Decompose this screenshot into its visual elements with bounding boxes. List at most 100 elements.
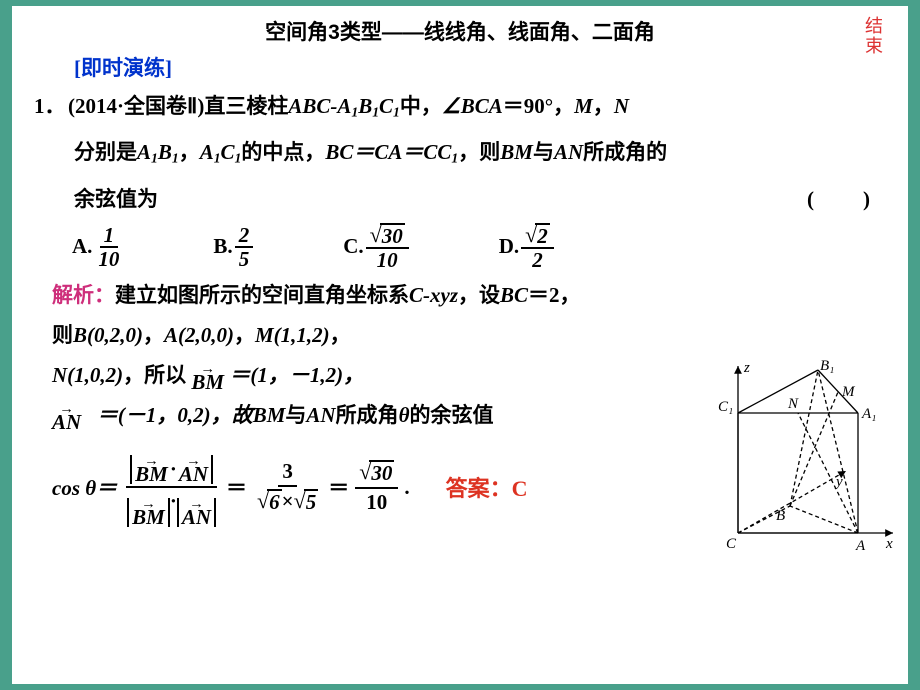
r6: 6: [267, 489, 282, 514]
q-eq: BC＝CA＝CC1: [325, 140, 458, 164]
q-line2: 分别是A1B1，A1C1的中点，BC＝CA＝CC1，则BM与AN所成角的: [34, 132, 884, 178]
opt-d-den: 2: [528, 249, 547, 271]
opt-a-frac: 1 10: [94, 224, 123, 270]
question-text: 1．(2014·全国卷Ⅱ)直三棱柱ABC-A1B1C1中，∠BCA＝90°，M，…: [34, 86, 884, 219]
option-c[interactable]: C. √30 10: [343, 223, 409, 271]
q-prism: ABC-A1B1C1: [288, 94, 400, 118]
q-l2d: 与: [533, 140, 554, 164]
answer-paren: ( ): [807, 179, 884, 219]
q-source: (2014·全国卷Ⅱ): [68, 94, 204, 118]
opt-b-num: 2: [235, 224, 254, 248]
sso: ，所以: [123, 363, 186, 387]
s1c: ，: [560, 283, 581, 307]
option-b[interactable]: B. 2 5: [213, 224, 253, 270]
s-bc2: BC: [500, 283, 528, 307]
sand: 与: [285, 403, 306, 427]
opt-b-den: 5: [235, 248, 254, 270]
coseq-period: .: [404, 475, 409, 500]
end-link[interactable]: 结 束: [862, 16, 886, 56]
slide-page: 空间角3类型——线线角、线面角、二面角 结 束 [即时演练] 1．(2014·全…: [12, 6, 908, 684]
opt-a-den: 10: [94, 248, 123, 270]
q-l2e: 所成角的: [583, 140, 667, 164]
vec-an: →AN: [52, 403, 81, 432]
opt-c-num: √30: [366, 223, 409, 249]
y-axis: [738, 471, 846, 533]
stheta: θ: [399, 403, 410, 427]
edge-c1b1: [738, 370, 818, 413]
lbl-m: M: [841, 384, 856, 400]
coseq-f3-den: 10: [362, 489, 391, 516]
s1a: 建立如图所示的空间直角坐标系: [115, 283, 409, 307]
opt-a-num: 1: [100, 224, 119, 248]
q-l2b: 的中点，: [241, 140, 325, 164]
header: 空间角3类型——线线角、线面角、二面角 结 束: [30, 16, 890, 46]
opt-d-label: D.: [499, 234, 519, 259]
q-n: N: [614, 94, 629, 118]
lbl-y: y: [834, 474, 843, 490]
coseq-f2-num: 3: [278, 458, 297, 487]
option-a[interactable]: A. 1 10: [72, 224, 123, 270]
opt-d-frac: √2 2: [521, 223, 554, 271]
q-sc: ，: [179, 140, 200, 164]
end-link-char1: 结: [865, 16, 883, 36]
lbl-b1: B₁: [820, 358, 834, 374]
q-an: AN: [554, 140, 583, 164]
r30: 30: [369, 460, 394, 485]
dot1: ·: [170, 458, 177, 481]
seq2: ＝(－1，0,2)，故: [97, 403, 253, 427]
vec-bm-l: BM: [191, 373, 224, 392]
sB: B(0,2,0): [73, 323, 143, 347]
ans-lab: 答案：: [446, 476, 512, 501]
sA: A(2,0,0): [164, 323, 234, 347]
opt-b-frac: 2 5: [235, 224, 254, 270]
lbl-z: z: [743, 360, 750, 376]
edge-bb1: [790, 370, 818, 506]
opt-c-label: C.: [343, 234, 363, 259]
coseq-frac2: 3 √6×√5: [253, 458, 322, 516]
seq1: ＝(1，－1,2)，: [229, 363, 364, 387]
q-l1a: 直三棱柱: [204, 94, 288, 118]
coseq-frac1: →BM · →AN →BM·→AN: [123, 445, 220, 529]
end-link-char2: 束: [865, 36, 883, 56]
coseq-f1-num: →BM · →AN: [126, 445, 217, 488]
san2: AN: [306, 403, 335, 427]
coseq-f3-num: √30: [355, 458, 398, 489]
practice-label: [即时演练]: [74, 52, 890, 82]
opt-b-label: B.: [213, 234, 232, 259]
edge-ab: [790, 506, 858, 533]
prism-figure: C A B C₁ A₁ B₁ N M x y z: [718, 358, 898, 558]
lbl-b: B: [776, 508, 785, 524]
coseq-frac3: √30 10: [355, 458, 398, 516]
coseq-f2-den: √6×√5: [253, 487, 322, 516]
option-d[interactable]: D. √2 2: [499, 223, 554, 271]
opt-c-frac: √30 10: [366, 223, 409, 271]
q-l3: 余弦值为: [74, 187, 158, 211]
q-bm: BM: [500, 140, 533, 164]
q-mn: M: [574, 94, 593, 118]
vec-an-l: AN: [52, 413, 81, 432]
vec-bm: →BM: [191, 363, 224, 392]
opt-d-num: √2: [521, 223, 554, 249]
answer-label: 答案：C: [446, 471, 528, 503]
s-coord: C-xyz: [409, 283, 458, 307]
q-seg1: A1B1: [137, 140, 179, 164]
s4: 的余弦值: [409, 403, 493, 427]
sN: N(1,0,2): [52, 363, 123, 387]
q-seg2: A1C1: [200, 140, 242, 164]
q-angle: ∠BCA: [442, 94, 503, 118]
q-l2a: 分别是: [74, 140, 137, 164]
lbl-a1: A₁: [861, 406, 876, 422]
lbl-a: A: [855, 538, 866, 554]
solution-text: 解析：建立如图所示的空间直角坐标系C-xyz，设BC＝2， 则B(0,2,0)，…: [52, 275, 692, 435]
lbl-n: N: [787, 396, 799, 412]
coseq-f1-den: →BM·→AN: [123, 488, 220, 529]
r5: 5: [304, 489, 319, 514]
question-number: 1．: [34, 86, 68, 126]
ans-val: C: [512, 476, 528, 501]
sc2: ，: [234, 323, 255, 347]
q-l2c: ，则: [458, 140, 500, 164]
solution-prefix: 解析：: [52, 283, 115, 307]
opt-c-rad: 30: [380, 223, 405, 247]
page-title: 空间角3类型——线线角、线面角、二面角: [30, 16, 890, 46]
line-an: [798, 413, 858, 533]
